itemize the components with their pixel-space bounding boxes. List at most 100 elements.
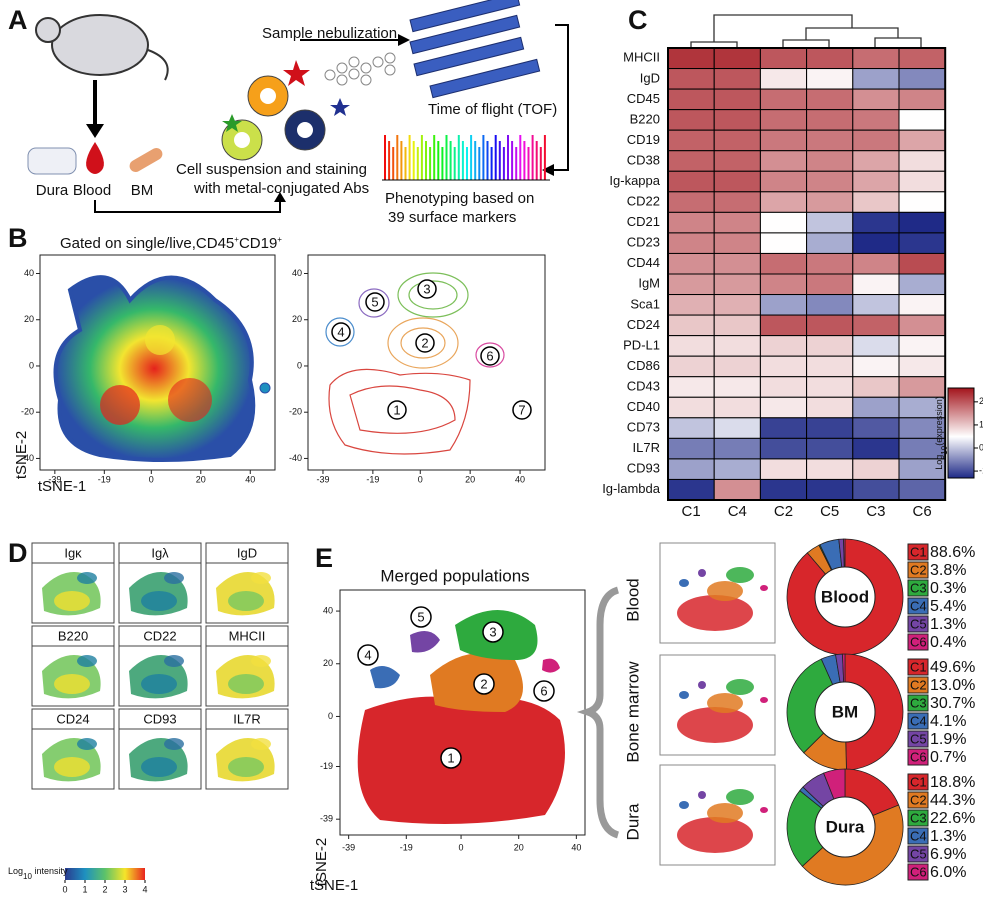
heatmap-cell — [852, 129, 900, 152]
panel-e-art — [339, 586, 620, 839]
cluster-label: 3 — [423, 281, 430, 296]
heatmap-cell — [852, 252, 900, 275]
row-label: CD93 — [627, 461, 660, 476]
tile-blob — [141, 591, 177, 611]
cluster-label: 1 — [393, 402, 400, 417]
legend-swatch — [907, 827, 929, 845]
cluster-label: 6 — [540, 683, 547, 698]
axis-label: tSNE-1 — [310, 877, 358, 894]
heatmap-cell — [806, 129, 854, 152]
y-tick-label: -20 — [21, 407, 34, 417]
heatmap-cell — [713, 294, 761, 316]
label: Dura — [36, 182, 69, 199]
x-tick-label: 20 — [196, 474, 206, 484]
heatmap-cell — [667, 211, 715, 234]
panel-a-art — [27, 0, 569, 213]
legend-swatch — [907, 561, 929, 579]
tile-blob — [228, 591, 264, 611]
marker-label: CD22 — [143, 628, 176, 643]
text-part: Log — [8, 866, 23, 876]
legend-key: C2 — [910, 792, 927, 807]
tile-blob — [251, 738, 271, 750]
x-tick-label: 40 — [245, 474, 255, 484]
label: BM — [131, 182, 154, 199]
colorbar-tick-label: 0 — [979, 442, 983, 452]
heatmap-cell — [898, 252, 946, 275]
label: with metal-conjugated Abs — [193, 180, 369, 197]
heatmap-cell — [806, 150, 854, 172]
text-part: CD19 — [239, 235, 277, 252]
x-tick-label: 0 — [149, 474, 154, 484]
legend-swatch — [907, 597, 929, 615]
row-label: CD86 — [627, 358, 660, 373]
heatmap-cell — [759, 232, 808, 254]
legend-swatch — [907, 791, 929, 809]
heatmap-cell — [759, 314, 808, 337]
tile-blob — [164, 738, 184, 750]
y-tick-label: -19 — [320, 761, 333, 771]
donut-hole — [814, 796, 876, 858]
tile-blob — [228, 757, 264, 777]
legend-swatch — [907, 748, 929, 766]
heatmap-cell — [667, 88, 715, 111]
legend-value: 30.7% — [930, 695, 975, 712]
legend-swatch — [907, 658, 929, 676]
heatmap-cell — [759, 252, 808, 275]
legend-value: 4.1% — [930, 713, 966, 730]
label: 39 surface markers — [388, 209, 516, 226]
heatmap-cell — [898, 170, 946, 193]
cluster-badge — [533, 680, 555, 702]
heatmap-cell — [759, 129, 808, 152]
heatmap-cell — [667, 355, 715, 378]
heatmap-cell — [806, 109, 854, 131]
mini-blob — [698, 681, 706, 689]
donut-center: Blood — [821, 587, 869, 606]
text-part: (expression) — [934, 396, 944, 446]
y-tick-label: 0 — [29, 360, 34, 370]
x-tick-label: 40 — [515, 474, 525, 484]
row-label: CD22 — [627, 194, 660, 209]
colorbar-tick-label: -1 — [979, 465, 983, 475]
cluster-badge — [440, 747, 462, 769]
y-tick-label: 0 — [328, 711, 333, 721]
colorbar-tick-label: 3 — [122, 884, 127, 894]
tile-blob — [54, 591, 90, 611]
row-label: CD21 — [627, 214, 660, 229]
label: C — [628, 5, 648, 35]
heatmap-cell — [852, 211, 900, 234]
row-label: CD40 — [627, 399, 660, 414]
heatmap-cell — [806, 458, 854, 480]
colorbar-label: Log10(expression) — [934, 396, 948, 469]
heatmap-cell — [759, 417, 808, 439]
legend-value: 0.7% — [930, 749, 966, 766]
text-part: intensity — [32, 866, 68, 876]
cluster-badge — [480, 346, 500, 366]
legend-key: C6 — [910, 749, 927, 764]
legend-key: C3 — [910, 810, 927, 825]
heatmap-cell — [852, 273, 900, 296]
row-label: IL7R — [633, 440, 660, 455]
cluster-badge — [410, 606, 432, 628]
legend-value: 44.3% — [930, 792, 975, 809]
heatmap-cell — [852, 109, 900, 131]
heatmap-cell — [667, 376, 715, 398]
cluster-label: 5 — [371, 294, 378, 309]
colorbar — [947, 387, 975, 479]
column-label: C5 — [820, 503, 839, 520]
heatmap-cell — [852, 68, 900, 90]
cluster-badge — [482, 621, 504, 643]
tissue-label: Blood — [623, 578, 642, 621]
text-part: + — [277, 235, 282, 244]
y-tick-label: 40 — [24, 268, 34, 278]
mini-blob — [707, 581, 743, 601]
heatmap-frame — [667, 47, 947, 501]
heatmap-cell — [806, 252, 854, 275]
row-label: CD44 — [627, 255, 660, 270]
legend-key: C6 — [910, 634, 927, 649]
heatmap-cell — [806, 88, 854, 111]
donut-center: Dura — [826, 817, 865, 836]
heatmap-cell — [852, 314, 900, 337]
heatmap-cell — [667, 396, 715, 419]
heatmap-cell — [713, 314, 761, 337]
legend-value: 0.3% — [930, 580, 966, 597]
